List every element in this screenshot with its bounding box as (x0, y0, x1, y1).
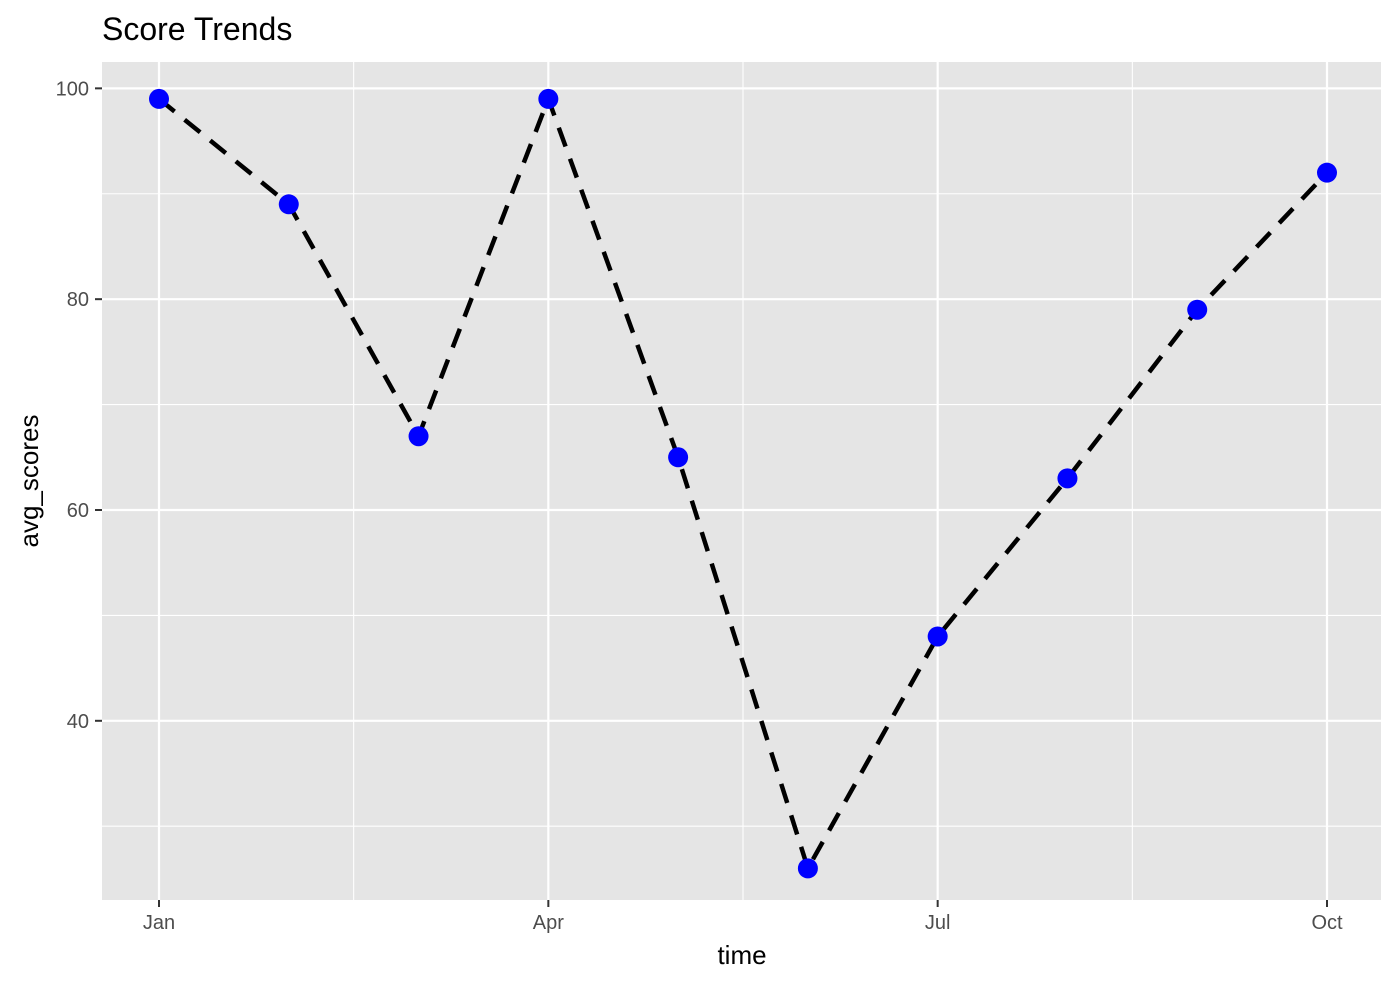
y-tick-label: 100 (56, 78, 89, 100)
series-points (149, 88, 1337, 879)
data-point (149, 88, 169, 109)
x-axis-title: time (717, 940, 766, 970)
major-gridlines (102, 62, 1381, 900)
y-axis-title: avg_scores (14, 415, 44, 548)
data-point (278, 194, 299, 215)
x-tick-label: Jan (143, 912, 175, 934)
y-axis-tick-labels: 40 60 80 100 (56, 78, 89, 732)
data-point (538, 88, 559, 109)
data-point (1317, 162, 1337, 183)
panel-background (102, 62, 1381, 900)
x-tick-label: Apr (533, 912, 564, 934)
data-point (797, 858, 818, 879)
data-point (1187, 299, 1208, 320)
data-point (1057, 468, 1078, 489)
data-point (408, 426, 429, 447)
data-point (927, 626, 948, 647)
y-tick-label: 40 (67, 711, 89, 733)
x-tick-label: Jul (925, 912, 951, 934)
y-tick-label: 60 (67, 500, 89, 522)
series-lines (157, 96, 1329, 871)
chart-title: Score Trends (102, 11, 292, 47)
axis-tick-marks (95, 87, 1328, 907)
y-tick-label: 80 (67, 289, 89, 311)
x-axis-tick-labels: Jan Apr Jul Oct (143, 912, 1343, 934)
x-tick-label: Oct (1311, 912, 1343, 934)
minor-gridlines (102, 62, 1381, 900)
data-point (668, 447, 689, 468)
series-line (157, 96, 1329, 871)
